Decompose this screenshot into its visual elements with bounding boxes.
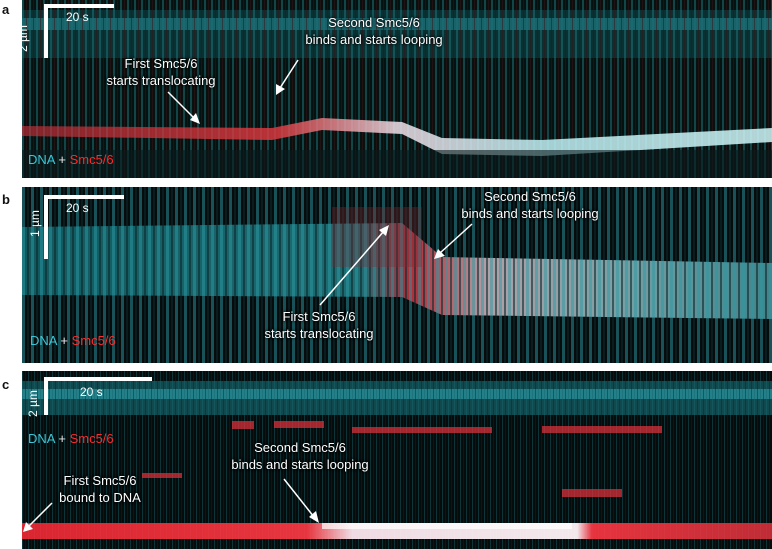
annotation-first-b-line1: First Smc5/6: [282, 309, 356, 324]
annotation-second-b-line1: Second Smc5/6: [484, 189, 576, 204]
annotation-second-c-line1: Second Smc5/6: [254, 440, 346, 455]
scale-bar-b: [44, 195, 124, 259]
kymograph-panel-c: 20 s 2 µm DNA + Smc5/6 Second Smc5/6 bin…: [22, 371, 772, 549]
annotation-second-a-line2: binds and starts looping: [305, 32, 443, 47]
legend-smc-b: Smc5/6: [71, 333, 116, 348]
legend-smc-c: Smc5/6: [69, 431, 114, 446]
legend-b: DNA + Smc5/6: [30, 333, 116, 348]
annotation-second-a: Second Smc5/6 binds and starts looping: [284, 14, 464, 48]
scale-length-c: 2 µm: [26, 390, 40, 417]
legend-smc-a: Smc5/6: [69, 152, 114, 167]
legend-c: DNA + Smc5/6: [28, 431, 114, 446]
annotation-first-c-line2: bound to DNA: [59, 490, 141, 505]
panel-label-c: c: [2, 377, 10, 392]
scale-time-b: 20 s: [66, 201, 89, 215]
annotation-second-b: Second Smc5/6 binds and starts looping: [440, 188, 620, 222]
annotation-first-a: First Smc5/6 starts translocating: [86, 55, 236, 89]
legend-plus-b: +: [60, 333, 68, 348]
annotation-second-c-line2: binds and starts looping: [231, 457, 369, 472]
scale-bar-c: [44, 377, 152, 415]
kymograph-panel-a: 20 s 2 µm Second Smc5/6 binds and starts…: [22, 0, 772, 178]
legend-dna-a: DNA: [28, 152, 55, 167]
annotation-second-c: Second Smc5/6 binds and starts looping: [210, 439, 390, 473]
kymograph-image-a: [22, 0, 772, 178]
scale-bar-a: [44, 4, 114, 58]
legend-dna-b: DNA: [30, 333, 57, 348]
kymograph-image-c: [22, 371, 772, 549]
scale-length-b: 1 µm: [28, 210, 42, 237]
scale-length-a: 2 µm: [22, 25, 30, 52]
panel-label-a: a: [2, 2, 10, 17]
legend-plus-c: +: [58, 431, 66, 446]
annotation-first-a-line2: starts translocating: [106, 73, 216, 88]
scale-time-c: 20 s: [80, 385, 103, 399]
legend-plus-a: +: [58, 152, 66, 167]
legend-dna-c: DNA: [28, 431, 55, 446]
panel-label-b: b: [2, 192, 10, 207]
kymograph-panel-b: 20 s 1 µm Second Smc5/6 binds and starts…: [22, 187, 772, 363]
annotation-first-b-line2: starts translocating: [264, 326, 374, 341]
annotation-first-c-line1: First Smc5/6: [63, 473, 137, 488]
annotation-first-a-line1: First Smc5/6: [124, 56, 198, 71]
annotation-first-b: First Smc5/6 starts translocating: [244, 308, 394, 342]
annotation-second-a-line1: Second Smc5/6: [328, 15, 420, 30]
kymograph-image-b: [22, 187, 772, 363]
annotation-second-b-line2: binds and starts looping: [461, 206, 599, 221]
annotation-first-c: First Smc5/6 bound to DNA: [40, 472, 160, 506]
legend-a: DNA + Smc5/6: [28, 152, 114, 167]
scale-time-a: 20 s: [66, 10, 89, 24]
